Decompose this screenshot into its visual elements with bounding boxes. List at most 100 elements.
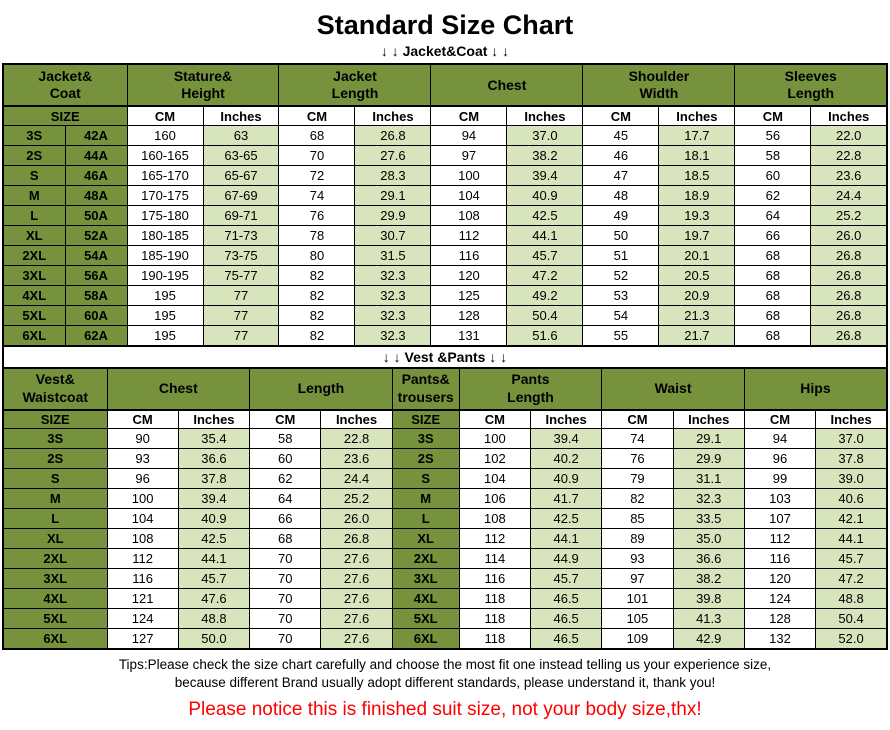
cm-value-cell: 100 (430, 164, 508, 186)
cm-value-cell: 195 (126, 324, 204, 347)
cm-value-cell: 93 (106, 448, 179, 470)
cm-value-cell: 116 (743, 548, 817, 570)
tips-text: Tips:Please check the size chart careful… (2, 650, 888, 692)
cm-value-cell: 195 (126, 304, 204, 326)
table-row: 2S 44A 160-165 63-65 70 27.6 97 38.2 46 18.1 58 22.… (2, 144, 888, 166)
inches-value-cell: 47.2 (815, 568, 888, 590)
cm-header: CM (458, 409, 531, 430)
cm-value-cell: 70 (249, 608, 322, 630)
inches-value-cell: 18.1 (658, 144, 736, 166)
inches-value-cell: 42.1 (815, 508, 888, 530)
cm-value-cell: 49 (582, 204, 660, 226)
inches-value-cell: 37.0 (506, 124, 584, 146)
size-cell: M (391, 488, 460, 510)
cm-value-cell: 70 (278, 144, 356, 166)
inches-value-cell: 49.2 (506, 284, 584, 306)
inches-header: Inches (529, 409, 603, 430)
cm-value-cell: 68 (734, 324, 812, 347)
table-row: 2XL 112 44.1 70 27.6 2XL 114 44.9 93 36.6 116 45.7 (2, 548, 888, 570)
size-cell: 6XL (2, 628, 108, 650)
size-cell: 3XL (2, 264, 66, 286)
inches-value-cell: 40.2 (529, 448, 603, 470)
size-cell: 3S (2, 428, 108, 450)
inches-header: Inches (506, 105, 584, 126)
column-group-header: Length (249, 367, 393, 411)
cm-value-cell: 104 (458, 468, 531, 490)
unit-header-row: SIZE CM Inches CM Inches CM Inches CM Inches CM In… (2, 105, 888, 126)
size-cell: 6XL (2, 324, 66, 347)
size-cell: 44A (64, 144, 128, 166)
cm-value-cell: 103 (743, 488, 817, 510)
cm-value-cell: 66 (249, 508, 322, 530)
cm-value-cell: 72 (278, 164, 356, 186)
cm-value-cell: 180-185 (126, 224, 204, 246)
cm-value-cell: 46 (582, 144, 660, 166)
size-cell: 2XL (2, 548, 108, 570)
cm-value-cell: 104 (430, 184, 508, 206)
cm-value-cell: 85 (601, 508, 674, 530)
cm-value-cell: 132 (743, 628, 817, 650)
inches-value-cell: 24.4 (810, 184, 888, 206)
cm-value-cell: 160 (126, 124, 204, 146)
table-row: 5XL 124 48.8 70 27.6 5XL 118 46.5 105 41.3 128 50.4 (2, 608, 888, 630)
inches-value-cell: 42.5 (506, 204, 584, 226)
cm-value-cell: 195 (126, 284, 204, 306)
unit-header-row: SIZE CM Inches CM Inches SIZE CM Inches CM Inches… (2, 409, 888, 430)
inches-value-cell: 44.1 (177, 548, 251, 570)
cm-header: CM (734, 105, 812, 126)
inches-value-cell: 17.7 (658, 124, 736, 146)
inches-header: Inches (672, 409, 745, 430)
size-cell: L (2, 508, 108, 530)
cm-value-cell: 70 (249, 548, 322, 570)
cm-value-cell: 165-170 (126, 164, 204, 186)
inches-value-cell: 77 (202, 324, 280, 347)
size-cell: 52A (64, 224, 128, 246)
inches-value-cell: 28.3 (354, 164, 432, 186)
inches-value-cell: 35.4 (177, 428, 251, 450)
inches-value-cell: 39.4 (506, 164, 584, 186)
size-cell: 3XL (391, 568, 460, 590)
size-cell: M (2, 488, 108, 510)
cm-value-cell: 128 (743, 608, 817, 630)
size-cell: XL (391, 528, 460, 550)
size-cell: 2XL (391, 548, 460, 570)
inches-header: Inches (354, 105, 432, 126)
cm-value-cell: 118 (458, 608, 531, 630)
cm-value-cell: 51 (582, 244, 660, 266)
size-cell: M (2, 184, 66, 206)
inches-value-cell: 29.9 (672, 448, 745, 470)
column-group-header: Hips (743, 367, 888, 411)
size-header: SIZE (2, 409, 108, 430)
size-cell: 6XL (391, 628, 460, 650)
cm-value-cell: 121 (106, 588, 179, 610)
cm-value-cell: 74 (278, 184, 356, 206)
inches-value-cell: 32.3 (354, 304, 432, 326)
column-group-header: Sleeves Length (734, 63, 888, 108)
cm-value-cell: 127 (106, 628, 179, 650)
table-row: 6XL 127 50.0 70 27.6 6XL 118 46.5 109 42.9 132 52.0 (2, 628, 888, 650)
size-header: SIZE (391, 409, 460, 430)
size-cell: 5XL (2, 304, 66, 326)
inches-value-cell: 22.0 (810, 124, 888, 146)
inches-header: Inches (202, 105, 280, 126)
inches-value-cell: 31.5 (354, 244, 432, 266)
cm-header: CM (126, 105, 204, 126)
inches-value-cell: 26.8 (810, 304, 888, 326)
inches-value-cell: 37.0 (815, 428, 888, 450)
inches-value-cell: 22.8 (810, 144, 888, 166)
inches-value-cell: 46.5 (529, 628, 603, 650)
size-cell: 42A (64, 124, 128, 146)
inches-value-cell: 77 (202, 304, 280, 326)
table-row: 2S 93 36.6 60 23.6 2S 102 40.2 76 29.9 96 37.8 (2, 448, 888, 470)
cm-value-cell: 66 (734, 224, 812, 246)
inches-value-cell: 37.8 (177, 468, 251, 490)
cm-header: CM (601, 409, 674, 430)
inches-value-cell: 26.8 (810, 244, 888, 266)
size-cell: 3S (2, 124, 66, 146)
cm-value-cell: 68 (734, 264, 812, 286)
cm-value-cell: 68 (734, 284, 812, 306)
inches-value-cell: 27.6 (320, 588, 393, 610)
cm-header: CM (106, 409, 179, 430)
size-cell: 5XL (391, 608, 460, 630)
size-cell: 58A (64, 284, 128, 306)
